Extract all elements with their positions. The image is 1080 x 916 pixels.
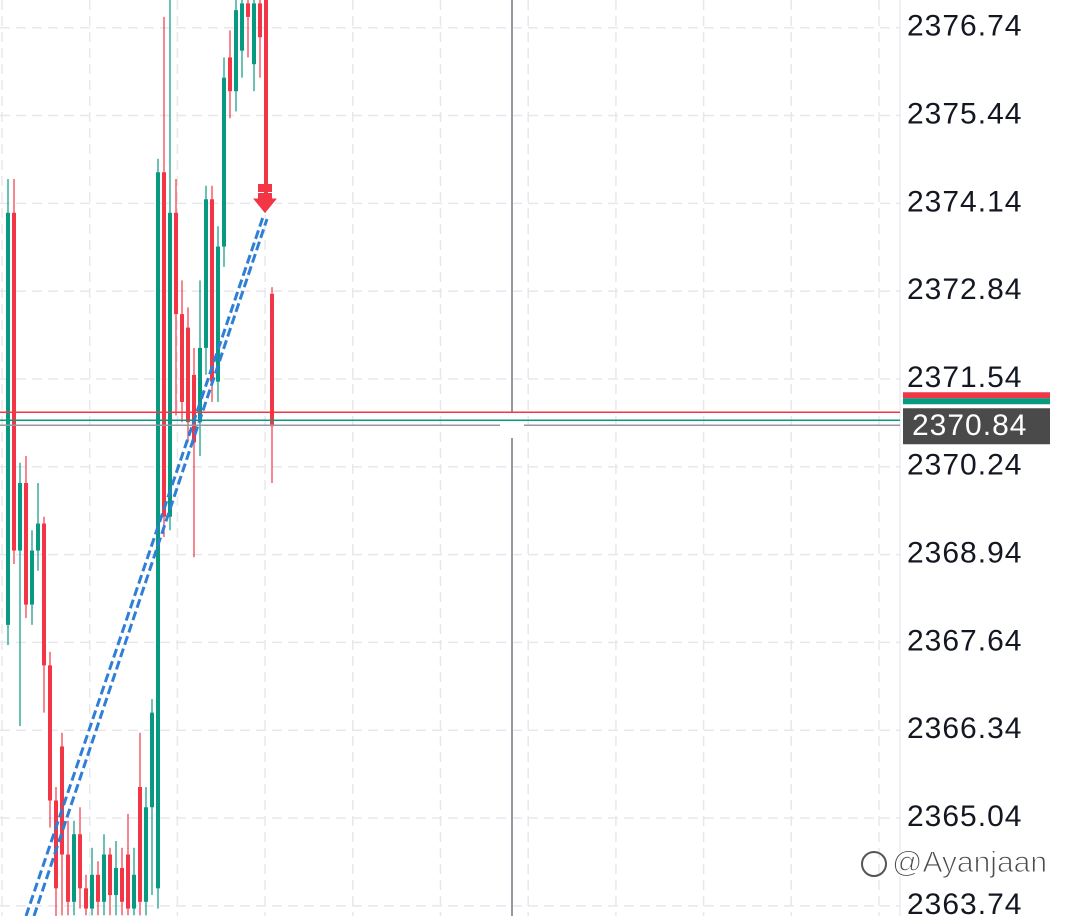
candle-body: [102, 854, 106, 902]
candle-body: [78, 834, 82, 889]
y-tick-label: 2363.74: [907, 888, 1022, 916]
y-tick-label: 2376.74: [907, 10, 1022, 43]
candles: [6, 0, 274, 916]
candle-body: [216, 246, 220, 382]
price-axis: 2376.74 2375.44 2374.14 2372.84 2371.54 2370.…: [907, 10, 1022, 916]
candle-body: [60, 746, 64, 855]
candle-body: [246, 3, 250, 17]
candle-body: [234, 10, 238, 92]
y-tick-label: 2367.64: [907, 624, 1022, 657]
horizontal-grid: [0, 26, 900, 907]
candle-body: [36, 523, 40, 551]
y-tick-label: 2368.94: [907, 537, 1022, 570]
candle-body: [252, 3, 256, 65]
candle-body: [24, 482, 28, 605]
candle-body: [84, 888, 88, 909]
candle-body: [132, 874, 136, 909]
candle-body: [180, 314, 184, 402]
trend-line-dash: [32, 218, 269, 916]
candle-body: [12, 212, 16, 551]
candle-body: [198, 347, 202, 423]
candle-body: [174, 212, 178, 315]
candle-body: [162, 172, 166, 517]
y-tick-label: 2374.14: [907, 185, 1022, 218]
candle-body: [240, 3, 244, 51]
candle-body: [222, 77, 226, 247]
candle-body: [96, 874, 100, 902]
candle-body: [138, 786, 142, 902]
candle-body: [168, 212, 172, 517]
candle-body: [54, 800, 58, 889]
candle-body: [228, 57, 232, 92]
price-tag-red: [903, 392, 1050, 399]
candle-body: [186, 327, 190, 423]
y-tick-label: 2370.24: [907, 449, 1022, 482]
candle-body: [150, 712, 154, 808]
candle-body: [144, 807, 148, 902]
candle-body: [30, 550, 34, 605]
candle-body: [210, 199, 214, 382]
y-tick-label: 2371.54: [907, 361, 1022, 394]
y-tick-label: 2372.84: [907, 273, 1022, 306]
candle-body: [18, 482, 22, 551]
candle-body: [108, 854, 112, 896]
trend-line-dash: [24, 216, 265, 916]
watermark: @Ayanjaan: [861, 845, 1048, 879]
watermark-text: @Ayanjaan: [892, 846, 1047, 879]
candle-body: [90, 874, 94, 909]
candle-body: [42, 523, 46, 666]
candle-body: [204, 199, 208, 348]
candle-body: [192, 374, 196, 443]
candle-body: [66, 854, 70, 902]
sell-signal-bar: [258, 184, 272, 192]
y-tick-label: 2365.04: [907, 800, 1022, 833]
candle-body: [48, 665, 52, 801]
last-price-lines: 2370.84: [0, 392, 1050, 445]
candle-body: [264, 0, 268, 207]
y-tick-label: 2375.44: [907, 97, 1022, 130]
vertical-grid: [1, 0, 880, 916]
sell-signal-bar: [258, 193, 272, 199]
trend-line: [24, 216, 269, 916]
price-tag-green: [903, 398, 1050, 405]
candle-body: [120, 868, 124, 902]
sell-signal: [250, 184, 280, 215]
candle-body: [126, 854, 130, 909]
price-tag: [903, 408, 1050, 445]
y-tick-label: 2366.34: [907, 712, 1022, 745]
sell-signal-arrow: [250, 197, 280, 215]
watermark-icon: [861, 851, 887, 877]
candle-body: [270, 293, 274, 427]
last-price-label: 2370.84: [912, 409, 1027, 442]
candle-body: [6, 212, 10, 625]
candle-body: [258, 3, 262, 38]
candle-body: [114, 868, 118, 896]
candle-body: [72, 834, 76, 902]
